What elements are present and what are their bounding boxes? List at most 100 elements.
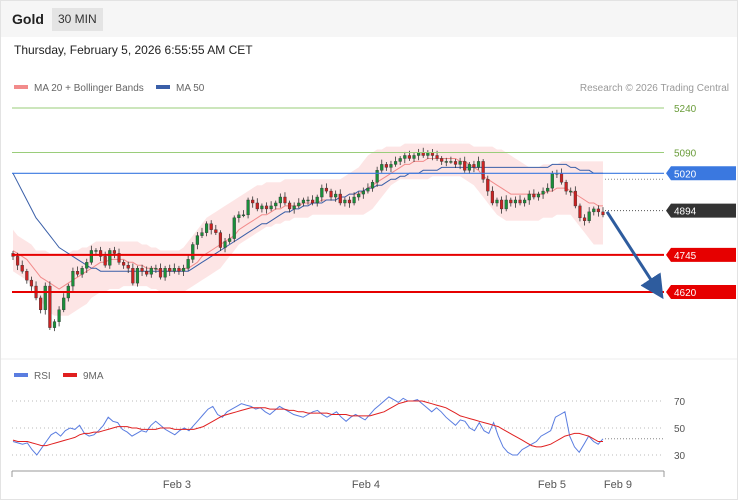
legend-swatch-ma20 [14,85,28,89]
legend-swatch-ma50 [156,85,170,89]
candle-body [375,170,379,183]
candle-body [532,193,536,198]
bollinger-band [13,143,603,316]
candle-body [274,202,278,207]
candle-body [343,199,347,204]
candle-body [223,241,227,248]
candle-body [16,256,20,266]
candle-body [269,205,273,210]
rsi-line [12,396,604,456]
last-price-label: 4894 [674,207,697,218]
support-label-4620: 4620 [674,288,697,299]
candle-body [25,271,29,281]
resistance-label-5090: 5090 [674,149,697,160]
candle-body [334,193,338,198]
x-tick-feb3: Feb 3 [163,479,191,491]
candle-body [315,196,319,204]
candle-body [126,265,130,269]
rsi-tick-50: 50 [674,424,686,435]
candle-body [29,279,34,287]
candle-body [283,196,287,204]
candle-body [393,161,398,165]
candle-body [592,208,596,213]
title-bar: Gold 30 MIN [1,1,737,37]
x-tick-feb4: Feb 4 [352,479,380,491]
legend-label-rsi: RSI [34,371,51,382]
price-levels: 5240 5090 5020 4894 4745 4620 [12,104,736,300]
candle-body [463,161,467,171]
candle-body [486,179,490,192]
rsi-tick-30: 30 [674,451,686,462]
legend-label-ma20: MA 20 + Bollinger Bands [34,83,144,94]
candle-body [75,271,80,275]
candle-body [168,268,172,272]
legend-label-9ma: 9MA [83,371,104,382]
candle-body [52,321,57,328]
candle-body [518,199,522,204]
candle-body [287,202,292,210]
candle-body [71,271,75,287]
candle-body [43,285,47,311]
candle-body [205,223,209,233]
candle-body [476,161,481,168]
support-tag-4745 [666,247,736,262]
candle-body [412,155,416,159]
candle-body [85,262,89,269]
price-plot [11,143,605,332]
candle-body [453,161,458,165]
x-tick-feb9: Feb 9 [604,479,632,491]
pivot-label-5020: 5020 [674,169,697,180]
candle-body [186,259,190,269]
candle-body [112,250,116,254]
candle-body [232,217,236,239]
legend-label-ma50: MA 50 [176,83,205,94]
candle-body [601,211,605,216]
legend-swatch-9ma [63,373,77,377]
candle-body [135,268,140,284]
credit-text: Research © 2026 Trading Central [580,83,729,94]
candle-body [541,190,545,195]
candle-body [329,190,333,198]
candle-body [260,205,264,210]
candle-body [98,250,103,257]
candle-body [140,268,144,272]
candle-body [569,190,573,193]
candle-body [218,232,223,248]
candle-body [366,187,370,192]
candle-body [559,173,564,183]
candle-body [458,161,462,165]
candle-body [380,164,384,171]
candle-body [472,164,476,168]
candle-body [504,199,508,210]
timeframe-badge[interactable]: 30 MIN [52,8,103,31]
candle-body [89,250,93,263]
candle-body [149,268,153,275]
candle-body [338,193,342,204]
candle-body [536,193,541,198]
candle-body [264,205,269,210]
candle-body [158,268,163,278]
candle-body [546,187,550,192]
candle-body [573,190,577,207]
candle-body [154,268,158,270]
candle-body [357,193,361,198]
candle-body [131,268,135,284]
rsi-tick-70: 70 [674,397,686,408]
candle-body [278,196,282,204]
candle-body [370,181,375,189]
last-price-tag [666,203,736,218]
candle-body [301,199,305,204]
candle-body [122,262,126,266]
candle-body [20,265,24,272]
candle-body [407,155,411,159]
candle-body [490,190,494,204]
candle-body [292,205,296,210]
ma50-line [12,163,603,272]
candle-body [564,181,568,192]
candle-body [398,158,402,162]
candle-body [297,202,301,207]
candle-body [527,193,531,201]
candle-body [311,199,315,204]
candle-body [550,173,554,189]
